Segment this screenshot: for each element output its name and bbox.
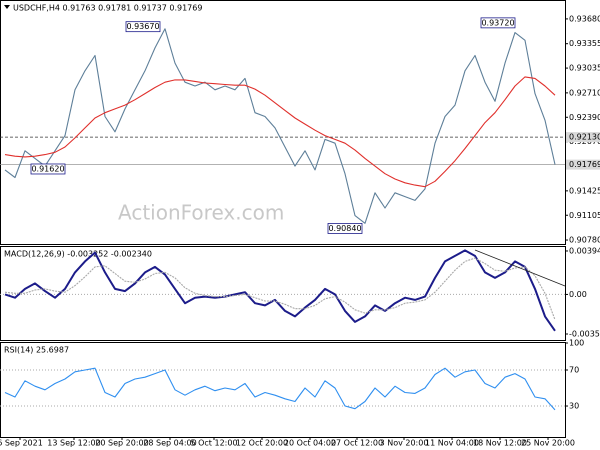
annotation-label: 0.90840 — [328, 224, 361, 233]
y-tick-label: 0.90780 — [569, 236, 600, 245]
y-tick-label: 0.93035 — [569, 64, 600, 73]
x-tick-label: 12 Oct 20:00 — [236, 439, 288, 448]
divergence-trendline — [474, 249, 566, 287]
x-tick-label: 6 Sep 2021 — [0, 439, 43, 448]
y-tick-label: 0.003948 — [569, 246, 600, 255]
price-label: 0.91769 — [569, 160, 600, 169]
annotation-box — [125, 21, 161, 33]
x-tick-label: 28 Sep 04:00 — [143, 439, 196, 448]
price-label: 0.92130 — [569, 133, 600, 142]
x-tick-label: 20 Oct 04:00 — [284, 439, 336, 448]
x-tick-label: 18 Nov 12:00 — [473, 439, 527, 448]
x-tick-label: 25 Nov 20:00 — [521, 439, 575, 448]
series-line — [4, 249, 556, 332]
y-tick-label: -0.003595 — [569, 330, 600, 339]
y-tick-label: 0.91105 — [569, 211, 600, 220]
series-line — [4, 367, 556, 411]
x-tick-label: 27 Oct 12:00 — [331, 439, 383, 448]
x-tick-label: 3 Nov 20:00 — [380, 439, 429, 448]
menu-arrow — [4, 5, 10, 9]
x-tick-label: 11 Nov 04:00 — [425, 439, 479, 448]
annotation-box — [30, 163, 66, 175]
y-tick-label: 0.00 — [569, 290, 587, 299]
series-line — [4, 76, 556, 188]
panel-border — [0, 342, 566, 438]
y-tick-label: 30 — [569, 402, 579, 411]
annotation-box — [480, 17, 516, 29]
price-label-box — [566, 132, 600, 143]
panel-title: RSI(14) 25.6987 — [4, 346, 69, 355]
y-tick-label: 100 — [569, 338, 584, 347]
series-line — [4, 257, 556, 320]
price-label-box — [566, 159, 600, 170]
annotation-label: 0.93720 — [481, 18, 514, 27]
x-tick-label: 20 Sep 20:00 — [95, 439, 148, 448]
annotation-label: 0.93670 — [126, 22, 159, 31]
y-tick-label: 0.91425 — [569, 186, 600, 195]
panel-border — [0, 0, 566, 245]
panel-border — [0, 246, 566, 341]
x-tick-label: 5 Oct 12:00 — [190, 439, 237, 448]
x-tick-label: 13 Sep 12:00 — [47, 439, 100, 448]
y-tick-label: 0.93680 — [569, 14, 600, 23]
y-tick-label: 0.92710 — [569, 88, 600, 97]
panel-title: MACD(12,26,9) -0.003252 -0.002340 — [4, 250, 152, 259]
panel-title: USDCHF,H4 0.91763 0.91781 0.91737 0.9176… — [13, 4, 202, 13]
y-tick-label: 0.92390 — [569, 113, 600, 122]
series-line — [4, 28, 556, 224]
y-tick-label: 0.93355 — [569, 39, 600, 48]
y-tick-label: 70 — [569, 366, 579, 375]
watermark: ActionForex.com — [118, 201, 284, 225]
annotation-label: 0.91620 — [31, 164, 64, 173]
annotation-box — [327, 223, 363, 234]
